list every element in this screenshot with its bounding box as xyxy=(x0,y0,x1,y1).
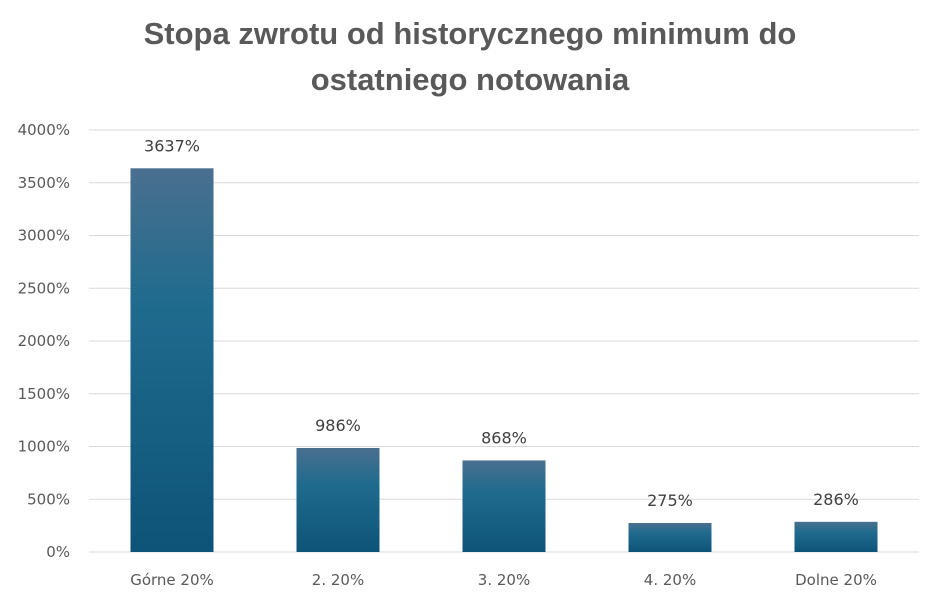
bar xyxy=(130,168,214,552)
chart-title-line-2: ostatniego notowania xyxy=(311,62,630,97)
bar xyxy=(462,460,546,552)
y-tick-label: 4000% xyxy=(18,121,70,139)
y-tick-label: 3000% xyxy=(18,227,70,245)
x-tick-label: 2. 20% xyxy=(312,571,364,589)
bar xyxy=(794,521,878,552)
gridlines xyxy=(89,129,919,553)
data-label: 275% xyxy=(647,491,693,510)
y-tick-label: 3500% xyxy=(18,174,70,192)
chart-title-line-1: Stopa zwrotu od historycznego minimum do xyxy=(144,16,797,51)
y-axis-tick-labels: 0% 500% 1000% 1500% 2000% 2500% 3000% 3500% 4000… xyxy=(18,121,70,561)
y-tick-label: 1000% xyxy=(18,438,70,456)
bars xyxy=(130,168,878,552)
bar xyxy=(296,447,380,552)
x-tick-label: Dolne 20% xyxy=(795,571,877,589)
y-tick-label: 2500% xyxy=(18,279,70,297)
x-tick-label: 4. 20% xyxy=(644,571,696,589)
y-tick-label: 1500% xyxy=(18,385,70,403)
data-label: 3637% xyxy=(144,136,200,155)
y-tick-label: 2000% xyxy=(18,332,70,350)
data-labels: 3637% 986% 868% 275% 286% xyxy=(144,136,859,510)
x-tick-label: 3. 20% xyxy=(478,571,530,589)
y-tick-label: 0% xyxy=(46,543,70,561)
y-tick-label: 500% xyxy=(27,490,70,508)
data-label: 986% xyxy=(315,416,361,435)
data-label: 868% xyxy=(481,428,527,447)
bar xyxy=(628,522,712,552)
chart-title: Stopa zwrotu od historycznego minimum do… xyxy=(144,16,797,97)
x-tick-label: Górne 20% xyxy=(130,571,214,589)
x-axis-tick-labels: Górne 20% 2. 20% 3. 20% 4. 20% Dolne 20% xyxy=(130,571,877,589)
data-label: 286% xyxy=(813,490,859,509)
